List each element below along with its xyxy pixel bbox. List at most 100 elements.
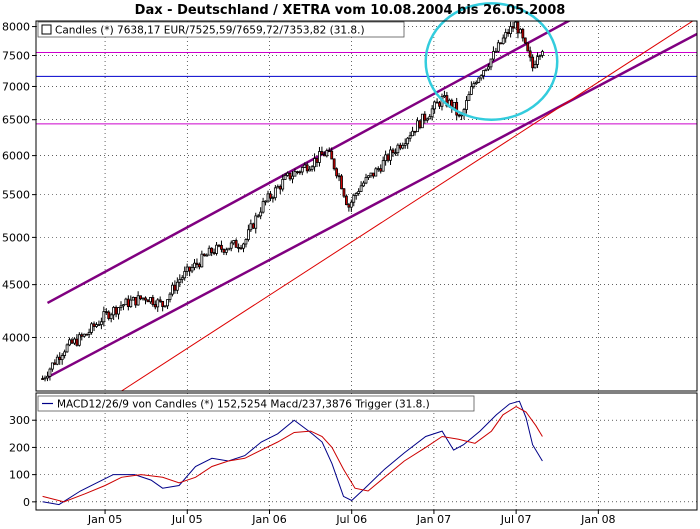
- candle-up: [261, 201, 265, 213]
- candle-up: [273, 187, 277, 199]
- macd-y-tick-label: 200: [9, 441, 30, 454]
- candle-down: [523, 37, 527, 44]
- candle-up: [389, 149, 392, 161]
- price-frame: [35, 20, 698, 392]
- candle-up: [131, 296, 135, 301]
- candle-up: [264, 200, 267, 203]
- candle-down: [528, 50, 532, 58]
- candle-down: [278, 186, 282, 190]
- candle-up: [411, 130, 414, 137]
- price-plot-area: [36, 21, 697, 391]
- x-tick-label: Jul 06: [335, 513, 367, 525]
- candle-up: [156, 299, 160, 308]
- candle-down: [511, 26, 515, 29]
- candle-up: [185, 266, 189, 272]
- candle-down: [114, 306, 118, 315]
- candle-up: [175, 281, 179, 291]
- candle-down: [80, 334, 84, 337]
- candle-up: [281, 178, 285, 190]
- candle-up: [286, 172, 290, 176]
- candle-up: [224, 249, 228, 253]
- candle-up: [472, 83, 476, 88]
- candle-up: [349, 201, 353, 208]
- candle-up: [242, 243, 245, 249]
- candle-up: [50, 362, 54, 370]
- candle-down: [526, 42, 530, 52]
- candle-down: [337, 175, 341, 178]
- candle-up: [180, 277, 184, 280]
- candle-down: [53, 362, 57, 365]
- candle-up: [408, 135, 412, 139]
- candle-up: [374, 168, 378, 177]
- candle-down: [85, 333, 89, 336]
- candle-up: [87, 331, 91, 335]
- candle-down: [41, 378, 44, 380]
- candle-up: [394, 152, 397, 155]
- candle-up: [141, 297, 145, 300]
- candle-up: [122, 304, 125, 307]
- candle-up: [293, 171, 297, 177]
- candle-up: [55, 356, 59, 365]
- price-y-tick-label: 4000: [2, 331, 30, 344]
- candle-up: [443, 95, 446, 98]
- candle-down: [330, 150, 334, 160]
- candle-down: [288, 172, 292, 180]
- candle-up: [504, 32, 508, 39]
- candle-down: [499, 42, 503, 45]
- candle-down: [305, 164, 309, 172]
- candle-down: [332, 158, 336, 170]
- price-y-tick-label: 5000: [2, 231, 30, 244]
- candle-up: [403, 143, 407, 146]
- candle-up: [384, 154, 388, 162]
- candle-down: [126, 298, 130, 308]
- candle-up: [433, 101, 437, 110]
- candle-up: [48, 368, 52, 377]
- candle-up: [43, 377, 47, 380]
- candle-up: [501, 37, 505, 45]
- candle-up: [166, 299, 169, 307]
- candle-up: [357, 191, 361, 194]
- candle-down: [531, 56, 535, 69]
- candle-up: [420, 113, 424, 129]
- candle-up: [381, 160, 385, 172]
- candle-up: [541, 51, 544, 56]
- candle-up: [254, 215, 258, 229]
- candle-up: [117, 307, 120, 315]
- candle-up: [492, 51, 495, 60]
- candle-down: [139, 295, 142, 300]
- channel-upper-line: [46, 21, 572, 305]
- candle-up: [325, 150, 329, 157]
- candle-up: [367, 175, 370, 178]
- macd-legend-label: MACD12/26/9 von Candles (*) 152,5254 Mac…: [57, 399, 430, 411]
- candle-down: [435, 101, 439, 104]
- candle-up: [229, 242, 233, 249]
- candle-down: [188, 266, 191, 272]
- candle-up: [369, 172, 373, 177]
- candle-up: [310, 166, 314, 170]
- candle-up: [300, 167, 304, 173]
- price-legend-box: [37, 21, 405, 38]
- candle-up: [416, 120, 419, 133]
- candle-down: [195, 262, 199, 265]
- candle-up: [244, 239, 248, 245]
- candle-up: [352, 195, 356, 203]
- candle-up: [259, 211, 263, 217]
- price-y-tick-label: 8000: [2, 21, 30, 34]
- candle-up: [533, 64, 537, 69]
- candle-down: [151, 297, 155, 305]
- candle-up: [303, 164, 307, 168]
- candle-up: [489, 58, 493, 68]
- candle-up: [474, 81, 478, 85]
- candle-up: [376, 168, 380, 171]
- candle-up: [90, 323, 93, 333]
- candle-down: [398, 144, 402, 149]
- candle-up: [247, 229, 250, 240]
- candle-down: [104, 311, 108, 313]
- macd-legend-box: [37, 395, 475, 412]
- x-tick-label: Jan 06: [251, 513, 286, 525]
- candle-up: [65, 344, 69, 353]
- trend-line: [121, 21, 694, 391]
- candle-up: [171, 284, 174, 295]
- candle-down: [521, 28, 525, 39]
- candle-up: [271, 197, 275, 200]
